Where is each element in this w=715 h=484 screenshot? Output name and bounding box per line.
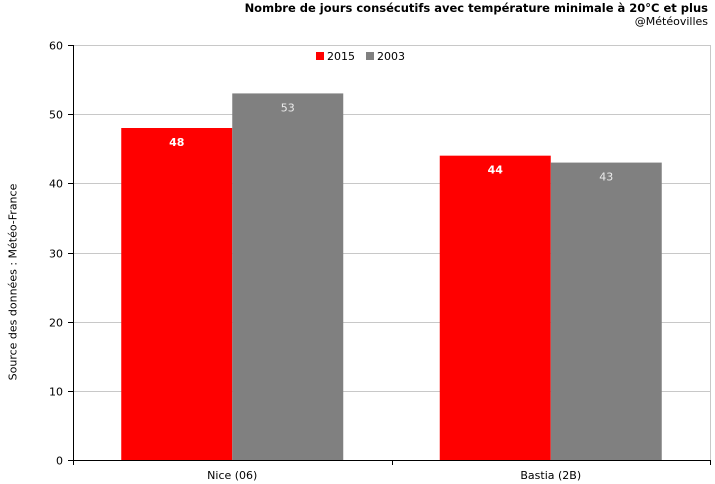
y-tick-label: 10 <box>49 386 63 399</box>
y-tick-label: 60 <box>49 40 63 53</box>
y-tick-label: 20 <box>49 317 63 330</box>
x-tick-label: Bastia (2B) <box>520 469 581 482</box>
data-label: 48 <box>169 136 184 149</box>
legend-label: 2015 <box>327 50 355 63</box>
data-label: 43 <box>599 171 613 184</box>
x-axis: Nice (06) Bastia (2B) <box>73 460 711 482</box>
y-tick-label: 30 <box>49 248 63 261</box>
bar <box>550 162 662 461</box>
data-label: 44 <box>488 164 504 177</box>
bar <box>439 155 551 460</box>
legend: 2015 2003 <box>316 50 405 63</box>
y-axis: 0 10 20 30 40 50 60 <box>49 40 74 468</box>
legend-label: 2003 <box>377 50 405 63</box>
x-tick-label: Nice (06) <box>207 469 257 482</box>
y-tick-label: 50 <box>49 109 63 122</box>
bar <box>232 93 344 461</box>
bars: 48 44 53 43 <box>121 93 662 461</box>
chart-subtitle: @Météovilles <box>634 15 708 28</box>
data-label: 53 <box>281 101 295 114</box>
y-tick-label: 0 <box>56 455 63 468</box>
bar <box>121 128 233 460</box>
legend-swatch <box>316 52 324 60</box>
y-tick-label: 40 <box>49 178 63 191</box>
chart-title: Nombre de jours consécutifs avec tempéra… <box>244 1 708 15</box>
legend-swatch <box>366 52 374 60</box>
